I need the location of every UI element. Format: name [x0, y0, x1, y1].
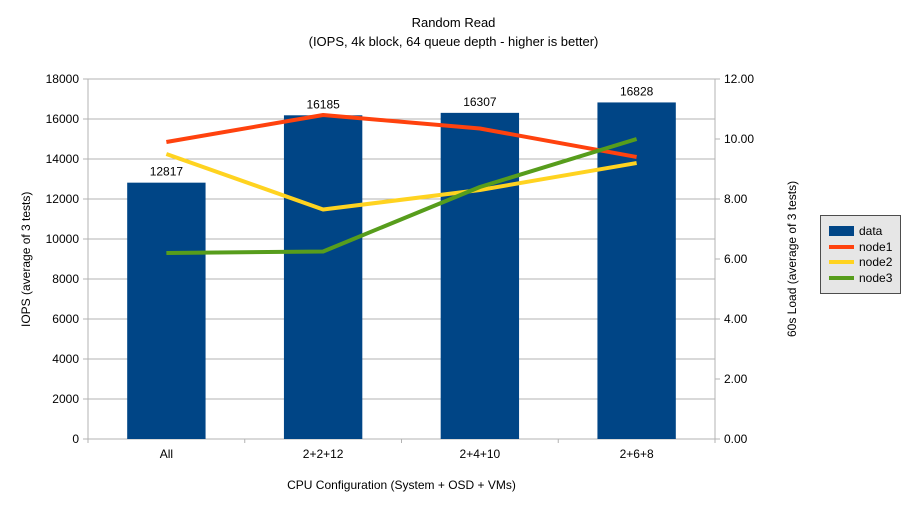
- bar-data-All: [127, 182, 206, 439]
- right-axis-tick-label: 6.00: [724, 252, 748, 266]
- left-axis-tick-label: 18000: [46, 72, 80, 86]
- bar-data-2+2+12: [283, 115, 363, 440]
- left-axis-title: IOPS (average of 3 tests): [19, 191, 33, 327]
- left-axis-tick-label: 10000: [46, 232, 80, 246]
- right-axis-tick-label: 12.00: [724, 72, 754, 86]
- left-axis-tick-label: 6000: [52, 312, 79, 326]
- left-axis-tick-label: 0: [72, 432, 79, 446]
- chart-title: Random Read: [411, 15, 496, 30]
- category-label: 2+4+10: [460, 447, 501, 461]
- chart-title-block: Random Read (IOPS, 4k block, 64 queue de…: [0, 13, 907, 51]
- left-axis-tick-label: 14000: [46, 152, 80, 166]
- bar-value-label: 12817: [150, 165, 184, 179]
- right-axis-title: 60s Load (average of 3 tests): [785, 180, 799, 338]
- right-axis-tick-label: 8.00: [724, 192, 748, 206]
- right-axis-tick-label: 10.00: [724, 132, 754, 146]
- legend-swatch-node1: [829, 244, 854, 249]
- bar-data-2+6+8: [597, 102, 676, 439]
- category-label: 2+2+12: [303, 447, 344, 461]
- category-label: 2+6+8: [620, 447, 654, 461]
- legend-label: node1: [859, 239, 893, 254]
- right-axis-tick-label: 0.00: [724, 432, 748, 446]
- legend-swatch-node3: [829, 275, 854, 280]
- right-axis-tick-label: 2.00: [724, 372, 748, 386]
- left-axis-tick-label: 12000: [46, 192, 80, 206]
- legend-label: data: [859, 224, 883, 238]
- legend-label: node3: [859, 270, 893, 285]
- left-axis-tick-label: 4000: [52, 352, 79, 366]
- bar-value-label: 16307: [463, 95, 497, 109]
- bar-value-label: 16828: [620, 84, 654, 98]
- x-axis-title: CPU Configuration (System + OSD + VMs): [287, 478, 516, 492]
- legend-item-node2: node2: [829, 255, 896, 269]
- legend-item-data: data: [829, 224, 896, 238]
- line-node2: [165, 152, 637, 212]
- right-axis-tick-label: 4.00: [724, 312, 748, 326]
- legend-label: node2: [859, 255, 893, 270]
- category-label: All: [160, 447, 173, 461]
- left-axis-tick-label: 16000: [46, 112, 80, 126]
- legend-item-node1: node1: [829, 240, 896, 254]
- legend-item-node3: node3: [829, 271, 896, 285]
- legend: data node1 node2 node3: [820, 215, 901, 294]
- legend-swatch-data: [829, 226, 854, 236]
- line-node1: [166, 113, 637, 159]
- left-axis-tick-label: 8000: [52, 272, 79, 286]
- legend-swatch-node2: [829, 260, 854, 265]
- line-node3: [166, 137, 638, 255]
- bar-value-label: 16185: [306, 97, 340, 111]
- chart-subtitle: (IOPS, 4k block, 64 queue depth - higher…: [308, 34, 599, 49]
- bar-data-2+4+10: [440, 112, 520, 440]
- left-axis-tick-label: 2000: [52, 392, 79, 406]
